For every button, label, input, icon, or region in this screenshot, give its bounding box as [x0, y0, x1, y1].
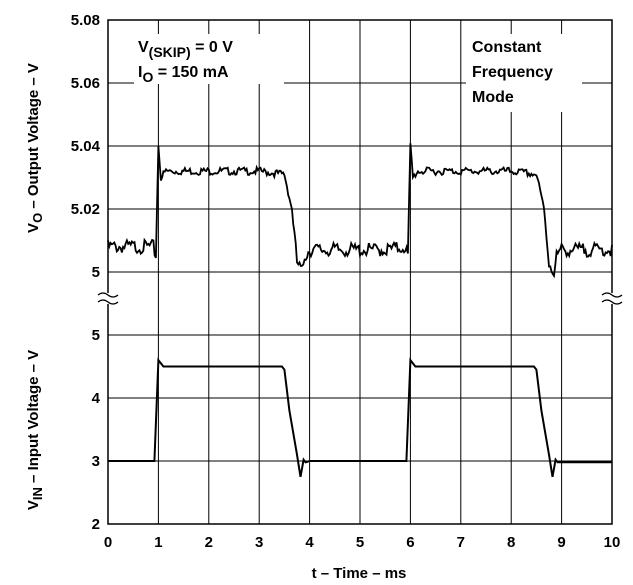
y-tick-label-output: 5.06 [71, 75, 100, 92]
tick-labels: 0 1 2 3 4 5 6 7 8 9 10 5.08 5.06 5.04 5.02 5 5 4 3 2 [71, 12, 621, 551]
y-tick-label-output: 5.02 [71, 201, 100, 218]
x-tick-label: 3 [255, 534, 263, 551]
axis-break-mark [601, 292, 623, 298]
plot-border [107, 19, 613, 525]
x-tick-label: 2 [205, 534, 213, 551]
x-tick-label: 5 [356, 534, 364, 551]
x-tick-label: 6 [406, 534, 414, 551]
y-tick-label-input: 3 [92, 453, 100, 470]
x-tick-label: 4 [305, 534, 314, 551]
annotation-mode-line2: Frequency [472, 64, 553, 81]
annotation-background [134, 34, 284, 84]
axis-break-mark [97, 292, 119, 298]
annotation-io: IO = 150 mA [138, 64, 229, 85]
x-tick-label: 9 [557, 534, 565, 551]
y-axis-label-output: VO – Output Voltage – V [25, 63, 45, 233]
annotation-mode-line1: Constant [472, 39, 542, 56]
y-tick-label-output: 5.08 [71, 12, 100, 29]
axis-break-gap [602, 293, 622, 304]
axis-break-mark [97, 299, 119, 305]
axis-break-gap [98, 293, 118, 304]
y-tick-label-input: 2 [92, 516, 100, 533]
y-axis-label-input: VIN – Input Voltage – V [25, 350, 45, 510]
y-tick-label-output: 5.04 [71, 138, 101, 155]
y-tick-label-output: 5 [92, 264, 100, 281]
traces [107, 143, 613, 477]
axis-break-marks [97, 292, 623, 305]
x-tick-label: 0 [104, 534, 112, 551]
x-tick-label: 7 [457, 534, 465, 551]
annotation-background [466, 34, 582, 112]
y-tick-label-input: 5 [92, 327, 100, 344]
annotation-mode-line3: Mode [472, 89, 514, 106]
x-axis-label: t – Time – ms [312, 565, 407, 582]
x-tick-label: 8 [507, 534, 515, 551]
series-input-voltage [108, 357, 612, 477]
y-tick-label-input: 4 [92, 390, 101, 407]
series-output-voltage [107, 143, 613, 279]
annotation-vskip: V(SKIP) = 0 V [138, 39, 233, 60]
x-tick-label: 10 [604, 534, 621, 551]
plot-frame [107, 19, 613, 525]
axis-break-mark [601, 299, 623, 305]
x-tick-label: 1 [154, 534, 162, 551]
